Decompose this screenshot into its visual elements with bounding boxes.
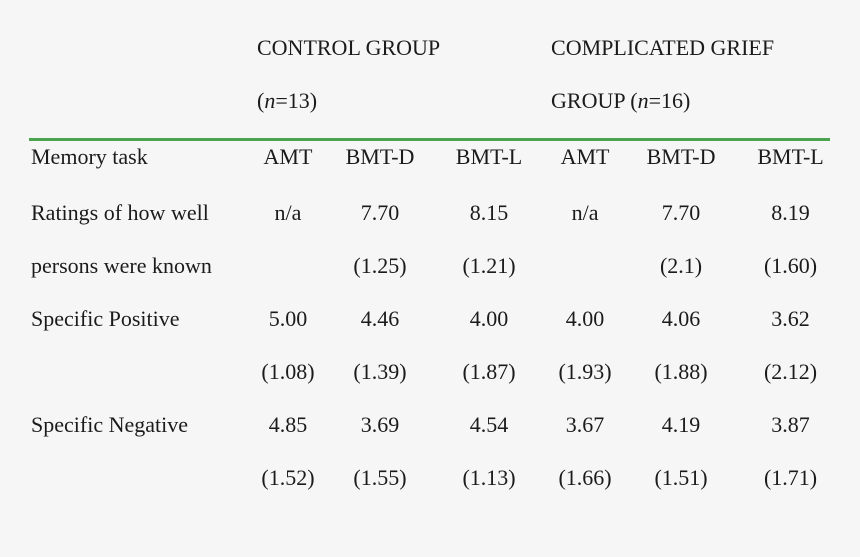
row-label: Specific Positive bbox=[31, 305, 180, 331]
column-header-memory-task: Memory task bbox=[31, 143, 148, 169]
group-header-row-line1: CONTROL GROUP COMPLICATED GRIEF bbox=[30, 22, 845, 74]
cell-value: 4.54 bbox=[469, 411, 509, 437]
column-header-amt-grief: AMT bbox=[560, 143, 610, 169]
column-header-bmtl-control: BMT-L bbox=[455, 143, 523, 169]
memory-task-table: CONTROL GROUP COMPLICATED GRIEF (n=13) G… bbox=[30, 22, 845, 504]
group-header-grief: COMPLICATED GRIEF bbox=[544, 22, 845, 74]
cell-value: (1.52) bbox=[261, 464, 315, 490]
cell-value: 4.00 bbox=[469, 305, 509, 331]
column-header-bmtl-grief: BMT-L bbox=[757, 143, 824, 169]
cell-value: (1.25) bbox=[353, 252, 407, 278]
n-prefix: GROUP ( bbox=[551, 87, 638, 113]
cell-value: (1.13) bbox=[462, 464, 516, 490]
cell-value: 4.06 bbox=[661, 305, 701, 331]
n-prefix: ( bbox=[257, 87, 265, 113]
group-header-row-line2: (n=13) GROUP (n=16) bbox=[30, 74, 845, 127]
cell-value: (1.21) bbox=[462, 252, 516, 278]
group-header-grief-n: GROUP (n=16) bbox=[544, 74, 845, 127]
cell-value: 3.62 bbox=[771, 305, 810, 331]
group-header-control-name: CONTROL GROUP bbox=[257, 35, 441, 60]
n-suffix: =13) bbox=[275, 87, 318, 113]
column-header-amt-control: AMT bbox=[263, 143, 313, 169]
row-label: Ratings of how well bbox=[31, 199, 209, 225]
row-label: persons were known bbox=[31, 252, 212, 278]
n-symbol: n bbox=[264, 87, 276, 113]
cell-value: 3.69 bbox=[360, 411, 400, 437]
row-label: Specific Negative bbox=[31, 411, 188, 437]
table-row: Specific Positive 5.00 4.46 4.00 4.00 4.… bbox=[30, 292, 845, 345]
cell-value: (1.66) bbox=[558, 464, 612, 490]
cell-value: 5.00 bbox=[268, 305, 308, 331]
cell-value: (2.1) bbox=[659, 252, 703, 278]
table-row: Ratings of how well n/a 7.70 8.15 n/a 7.… bbox=[30, 186, 845, 239]
table-top-rule bbox=[29, 138, 830, 141]
column-header-bmtd-grief: BMT-D bbox=[646, 143, 716, 169]
cell-value: (1.08) bbox=[261, 358, 315, 384]
column-header-bmtd-control: BMT-D bbox=[345, 143, 415, 169]
table-row: Specific Negative 4.85 3.69 4.54 3.67 4.… bbox=[30, 398, 845, 451]
cell-value: 4.85 bbox=[268, 411, 308, 437]
cell-value: n/a bbox=[571, 199, 599, 225]
group-header-control-n: (n=13) bbox=[250, 74, 544, 127]
row-label bbox=[30, 345, 250, 398]
cell-value: (1.93) bbox=[558, 358, 612, 384]
n-symbol: n bbox=[637, 87, 649, 113]
table-row: (1.52) (1.55) (1.13) (1.66) (1.51) (1.71… bbox=[30, 451, 845, 504]
n-suffix: =16) bbox=[648, 87, 691, 113]
cell-value bbox=[250, 239, 326, 292]
cell-value: 8.19 bbox=[771, 199, 810, 225]
cell-value: 7.70 bbox=[360, 199, 400, 225]
cell-value: 4.46 bbox=[360, 305, 400, 331]
cell-value: (1.51) bbox=[654, 464, 708, 490]
cell-value: (1.55) bbox=[353, 464, 407, 490]
column-header-row: Memory task AMT BMT-D BMT-L AMT BMT-D BM… bbox=[30, 127, 845, 186]
empty-cell bbox=[30, 22, 250, 74]
cell-value: (1.60) bbox=[763, 252, 818, 278]
cell-value: 8.15 bbox=[469, 199, 509, 225]
group-header-grief-name: COMPLICATED GRIEF bbox=[551, 35, 775, 60]
empty-cell bbox=[30, 74, 250, 127]
table-row: (1.08) (1.39) (1.87) (1.93) (1.88) (2.12… bbox=[30, 345, 845, 398]
table-row: persons were known (1.25) (1.21) (2.1) (… bbox=[30, 239, 845, 292]
cell-value: 4.00 bbox=[565, 305, 605, 331]
cell-value: (1.87) bbox=[462, 358, 516, 384]
cell-value: (1.88) bbox=[654, 358, 708, 384]
cell-value bbox=[544, 239, 626, 292]
cell-value: 7.70 bbox=[661, 199, 701, 225]
row-label bbox=[30, 451, 250, 504]
cell-value: n/a bbox=[274, 199, 302, 225]
cell-value: 3.67 bbox=[565, 411, 605, 437]
cell-value: (1.39) bbox=[353, 358, 407, 384]
cell-value: (1.71) bbox=[763, 464, 818, 490]
cell-value: 4.19 bbox=[661, 411, 701, 437]
group-header-control: CONTROL GROUP bbox=[250, 22, 544, 74]
cell-value: 3.87 bbox=[771, 411, 810, 437]
cell-value: (2.12) bbox=[763, 358, 818, 384]
